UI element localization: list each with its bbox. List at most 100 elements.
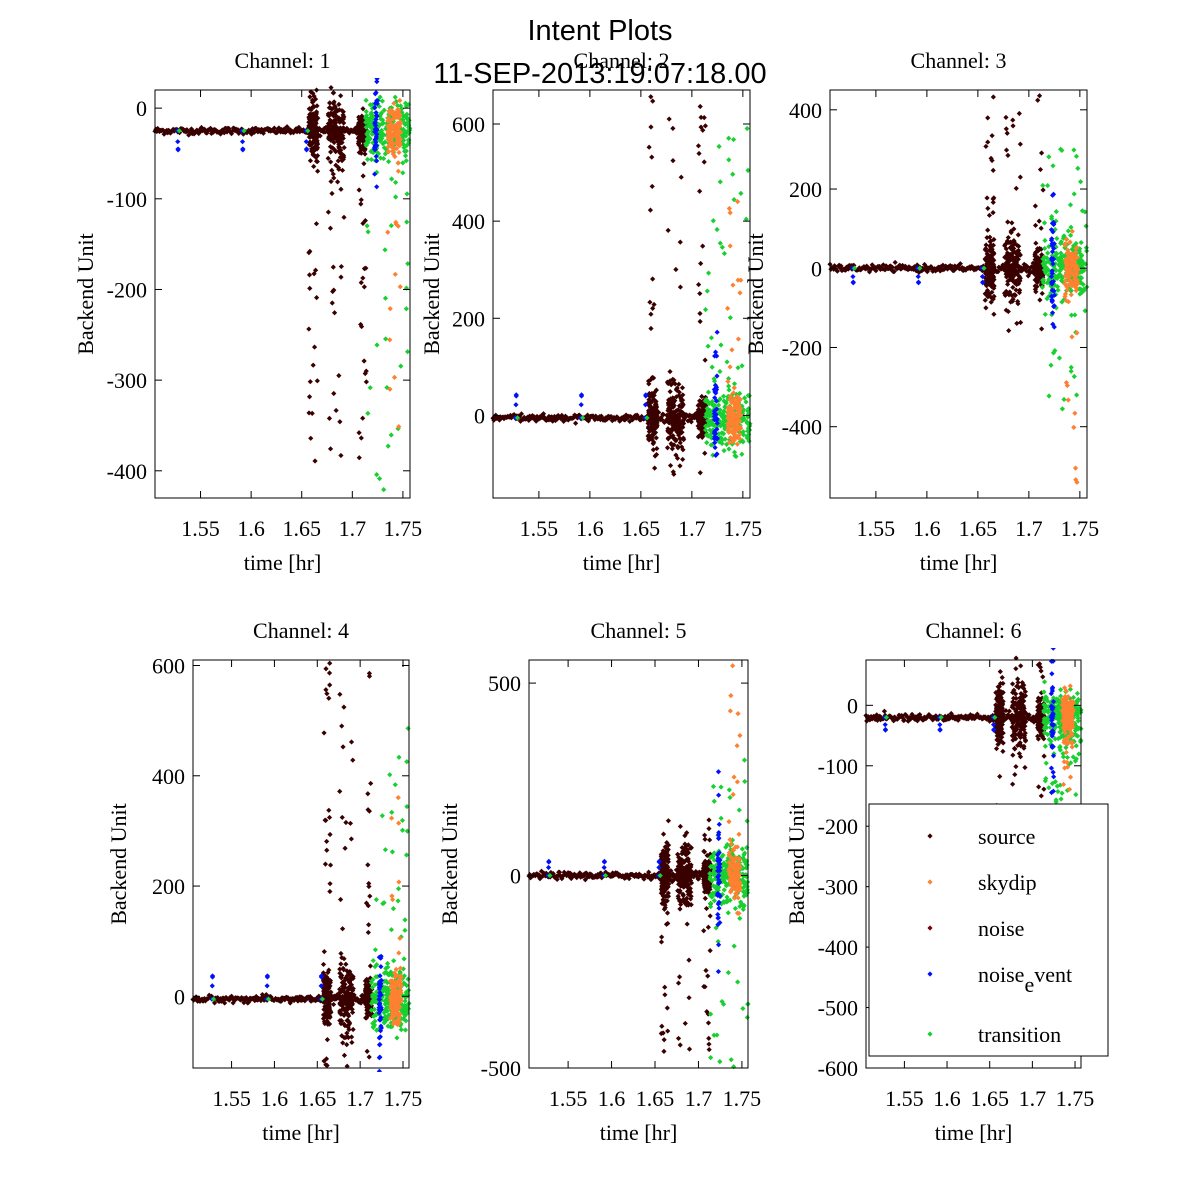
skydip-point [1063, 236, 1069, 242]
skydip-point [1068, 292, 1074, 298]
source-point [327, 1014, 333, 1021]
transition-point [370, 140, 376, 146]
source-point [697, 310, 703, 317]
source-point [330, 90, 337, 96]
noise-event-point [378, 1007, 384, 1013]
noise-event-point [303, 139, 309, 145]
source-point [645, 378, 652, 384]
skydip-point [392, 974, 398, 980]
x-tick-label: 1.75 [1061, 516, 1100, 541]
transition-point [388, 432, 394, 438]
x-tick-label: 1.75 [384, 516, 423, 541]
transition-point [709, 398, 715, 405]
skydip-point [396, 820, 402, 826]
source-point [1005, 281, 1011, 287]
skydip-point [728, 420, 734, 426]
source-point [646, 144, 652, 150]
source-point [949, 263, 955, 270]
source-point [322, 981, 328, 987]
source-point [1037, 297, 1043, 303]
source-point [311, 93, 317, 99]
source-point [351, 992, 357, 998]
source-point [995, 269, 1001, 275]
transition-point [393, 976, 399, 983]
transition-point [368, 117, 374, 124]
source-point [341, 120, 347, 126]
source-point [653, 398, 659, 404]
source-point [359, 113, 365, 119]
source-point [323, 1062, 329, 1068]
source-point [658, 414, 664, 421]
source-point [322, 1010, 328, 1017]
transition-point [382, 295, 389, 301]
source-point [1007, 239, 1014, 245]
panel-channel-2: Channel: 21.55 1.6 1.65 1.7 1.756004002000ti… [419, 48, 762, 575]
skydip-point [396, 1015, 402, 1021]
source-point [635, 874, 642, 880]
source-point [702, 450, 708, 456]
skydip-point [395, 795, 401, 801]
panels: Channel: 11.55 1.6 1.65 1.7 1.750-100-200-30… [73, 48, 1099, 1145]
transition-point [705, 389, 712, 395]
transition-point [710, 441, 716, 448]
source-point [326, 807, 332, 813]
transition-point [384, 980, 390, 986]
source-point [361, 284, 367, 290]
source-point [354, 996, 361, 1002]
source-point [838, 263, 844, 269]
source-point [529, 412, 536, 419]
source-point [338, 950, 344, 957]
transition-point [1053, 267, 1059, 273]
skydip-point [1069, 251, 1075, 257]
source-point [338, 1001, 344, 1007]
source-point [940, 262, 946, 268]
source-point [675, 407, 681, 413]
transition-point [717, 179, 723, 185]
panel-title: Channel: 4 [253, 618, 349, 643]
skydip-point [1071, 424, 1077, 430]
transition-point [385, 1000, 391, 1007]
source-point [363, 1015, 369, 1021]
transition-point [1055, 287, 1061, 293]
skydip-point [392, 271, 398, 277]
transition-point [394, 1035, 400, 1041]
transition-point [363, 142, 369, 149]
source-point [988, 269, 994, 275]
panel-channel-1: Channel: 11.55 1.6 1.65 1.7 1.750-100-200-30… [73, 48, 422, 575]
source-point [320, 1016, 327, 1022]
skydip-point [730, 282, 736, 288]
transition-point [1076, 257, 1082, 263]
noise-event-point [372, 105, 378, 111]
transition-point [403, 1018, 409, 1024]
transition-point [375, 973, 381, 980]
source-point [325, 969, 331, 976]
skydip-point [393, 219, 399, 225]
skydip-point [727, 425, 733, 431]
skydip-point [1073, 267, 1079, 273]
source-point [260, 130, 266, 136]
transition-point [1047, 260, 1054, 266]
source-point [321, 730, 327, 736]
transition-point [382, 247, 388, 253]
source-point [1038, 150, 1045, 156]
source-point [321, 989, 328, 995]
source-point [682, 415, 688, 421]
source-point [984, 251, 990, 257]
skydip-point [392, 988, 399, 994]
skydip-point [737, 290, 743, 296]
source-point [322, 861, 329, 867]
source-point [1008, 277, 1014, 283]
source-point [331, 310, 338, 316]
source-point [339, 955, 345, 961]
transition-point [399, 827, 406, 833]
transition-point [723, 415, 729, 421]
source-point [598, 413, 604, 419]
source-point [326, 415, 333, 421]
source-point [328, 133, 335, 139]
source-point [988, 256, 995, 262]
skydip-point [729, 429, 735, 435]
source-point [339, 972, 345, 979]
transition-point [712, 423, 718, 429]
skydip-point [1072, 465, 1079, 471]
data-points [490, 94, 753, 477]
